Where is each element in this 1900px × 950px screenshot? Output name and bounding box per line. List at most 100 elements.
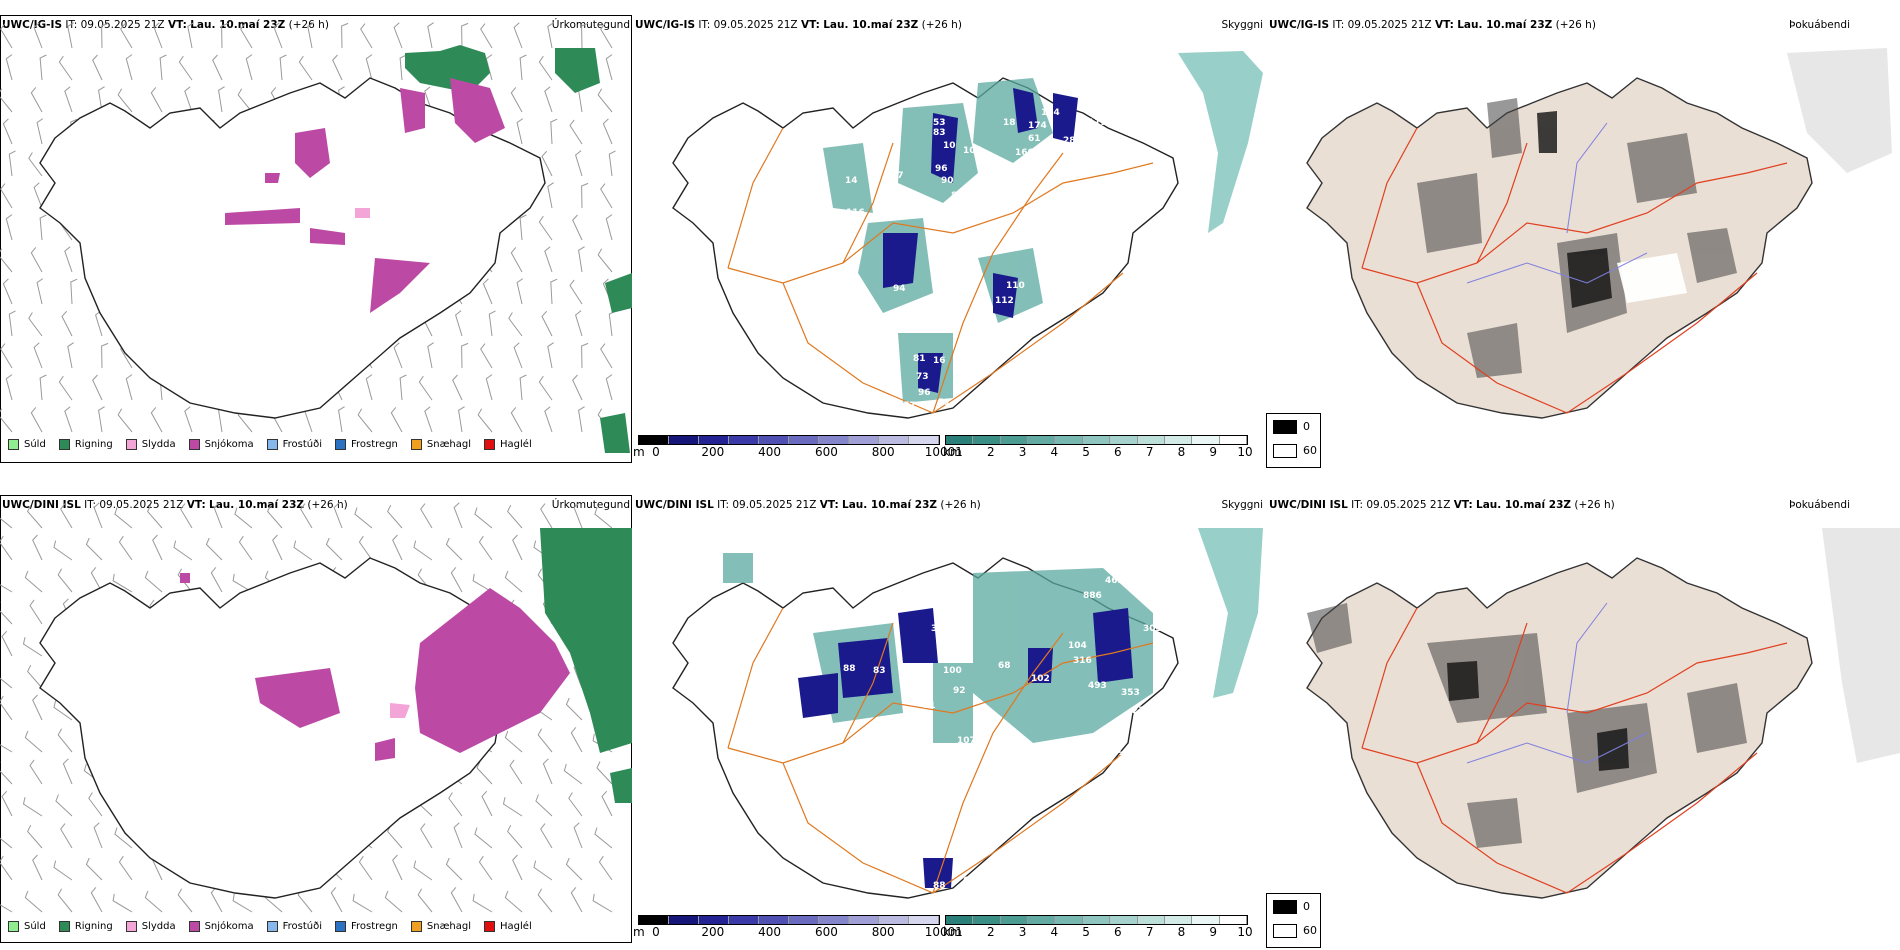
colorbar-segment [1192,436,1220,444]
colorbar-tick-label: 8 [1177,445,1186,459]
cloudbase-value-label: 305 [1143,624,1162,634]
cloudbase-value-label: 88 [933,881,946,891]
wind-barb [29,599,43,625]
wind-barb [300,503,313,529]
wind-barb [64,406,73,433]
wind-barb [64,246,73,273]
wind-barb [24,570,43,593]
wind-barb [550,118,558,145]
colorbar-tick-label: 600 [814,925,838,939]
wind-barb [510,87,523,113]
legend-item-snjokoma: Snjókoma [188,439,254,450]
wind-barb [581,182,589,209]
wind-barb [477,408,493,433]
colorbar-segment [1192,916,1220,924]
fog-map [1306,48,1892,419]
wind-barb [600,183,613,209]
wind-barb [67,22,74,49]
wind-barb [118,535,133,561]
cloudbase-value-label: 493 [1088,681,1107,691]
wind-barb [0,88,13,113]
precip-legend: Súld Rigning Slydda Snjókoma Frostúði Fr… [8,921,545,932]
visibility-colorbar [945,435,1248,445]
cloudbase-value-label: 51 [938,398,951,408]
wind-barb [573,502,583,529]
cloudbase-value-label: 104 [1068,641,1087,651]
colorbar-segment [946,916,974,924]
wind-barb [150,407,163,433]
colorbar-segment [1055,436,1083,444]
colorbar-segment [1055,916,1083,924]
wind-barb [159,54,167,81]
lead-time: (+26 h) [288,19,329,31]
colorbar-segment [973,436,1001,444]
colorbar-segment [1219,916,1247,924]
wind-barb [581,342,589,369]
wind-barb [125,374,133,401]
colorbar-segment [1000,916,1029,924]
wind-barb [450,567,463,593]
wind-barb [101,342,109,369]
wind-barb [1,630,13,657]
colorbar-tick-label: 1 [955,925,963,939]
wind-barb [88,792,103,817]
wind-barb [28,152,43,177]
wind-barb [544,406,553,433]
wind-barb [458,406,465,433]
wind-barb [33,342,43,369]
wind-barb [413,860,433,881]
wind-barb [512,854,523,881]
wind-barb [57,568,73,593]
colorbar-segment [1028,916,1056,924]
legend-item-frostregn: Frostregn [335,439,398,450]
wind-barb [29,759,43,785]
wind-barb [418,375,433,401]
wind-barb [424,406,433,433]
wind-barb [544,86,553,113]
wind-barb [461,342,469,369]
wind-barb [0,23,13,49]
wind-barb [445,857,463,881]
cloudbase-value-label: 81 [913,354,926,364]
wind-barb [0,761,13,785]
colorbar-tick-label: 6 [1114,925,1122,939]
wind-barb [150,87,163,113]
wind-barb [332,54,343,81]
wind-barb [28,312,43,337]
cloudbase-value-label: 886 [1083,591,1102,601]
cloudbase-value-label: 111 [1028,771,1047,781]
colorbar-tick-label: 400 [758,445,782,459]
wind-barb [178,55,193,81]
wind-barb [478,855,493,881]
wind-barb [570,727,583,753]
cloudbase-value-label: 96 [935,164,948,174]
colorbar-segment [1137,916,1165,924]
cloudbase-value-label: 77 [938,638,951,648]
wind-barb [424,86,433,113]
wind-barb [92,374,103,401]
wind-barb [578,246,585,273]
cloudbase-value-label: 166 [1015,148,1034,158]
wind-barb [608,150,616,177]
wind-barb [417,888,433,913]
colorbar-tick-label: 200 [701,925,725,939]
wind-barb [538,215,553,241]
colorbar-segment [1082,436,1111,444]
wind-barb [187,22,194,49]
colorbar-segment [849,436,879,444]
fog-legend: 0 60 [1266,413,1321,468]
wind-barb [393,342,403,369]
wind-barb [0,517,13,529]
precip-map [0,22,632,453]
cloudbase-value-label: 235 [1132,706,1151,716]
wind-barb [390,407,403,433]
colorbar-segment [849,916,879,924]
legend-item-slydda: Slydda [125,439,176,450]
wind-barb [273,22,283,49]
wind-barb [32,694,43,721]
wind-barb [64,86,73,113]
cloudbase-value-label: 100 [943,666,962,676]
cloudbase-value-label: 94 [893,284,906,294]
wind-barb [547,22,554,49]
colorbar-tick-label: 4 [1050,925,1059,939]
